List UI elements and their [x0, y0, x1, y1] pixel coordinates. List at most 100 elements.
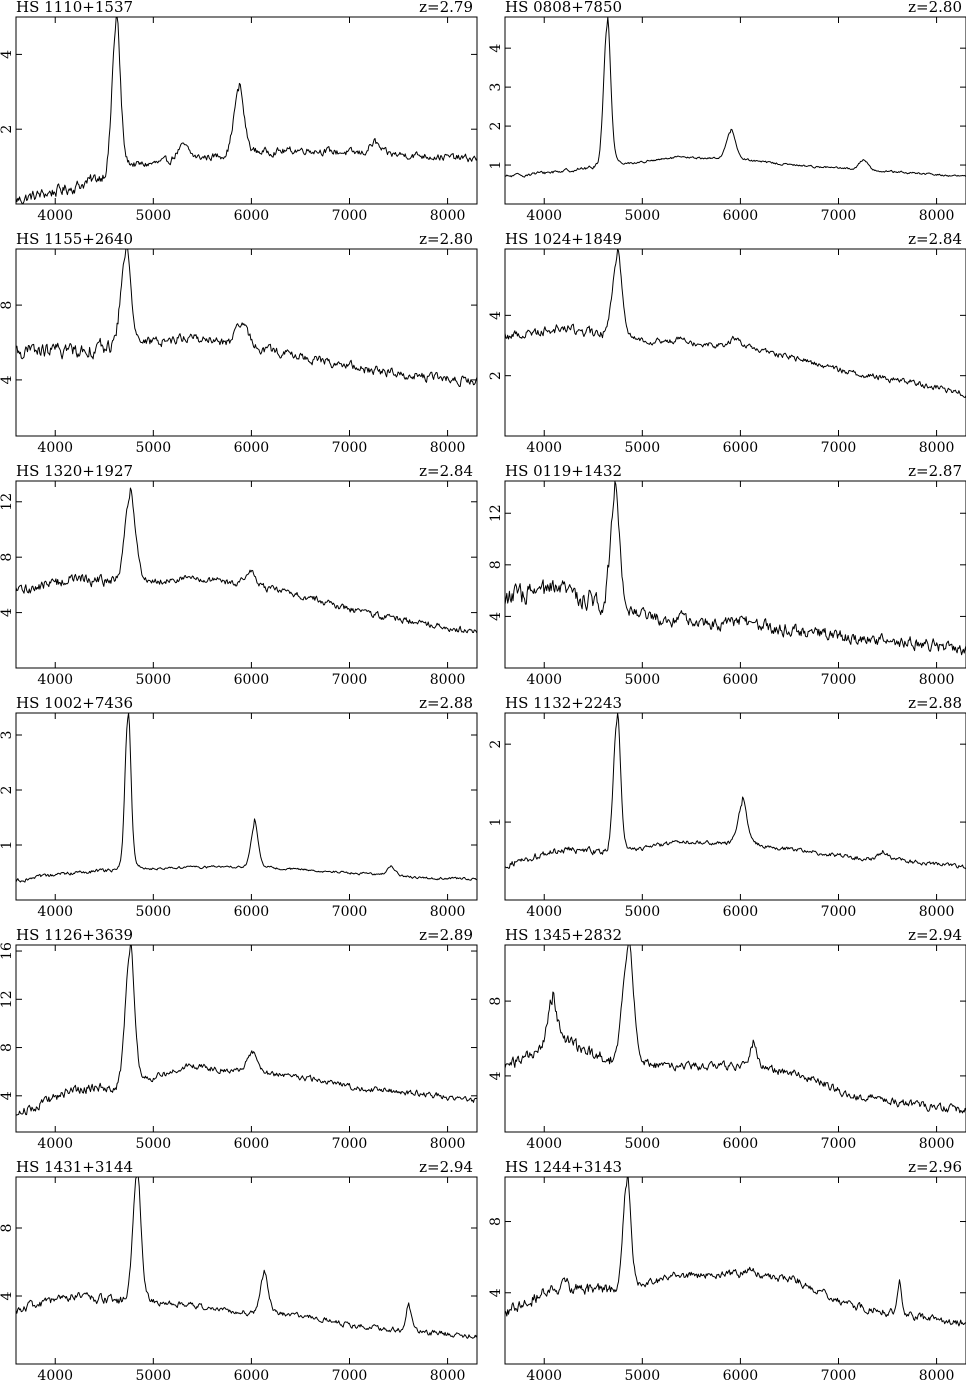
- x-tick-label: 4000: [37, 440, 73, 456]
- redshift-label: z=2.88: [419, 694, 473, 712]
- y-tick-label: 4: [488, 612, 504, 621]
- panel-title: HS 1132+2243: [505, 694, 622, 712]
- redshift-label: z=2.88: [908, 694, 962, 712]
- x-tick-label: 5000: [624, 440, 660, 456]
- x-tick-label: 5000: [624, 672, 660, 688]
- x-tick-label: 7000: [821, 1136, 857, 1152]
- y-tick-label: 12: [0, 493, 15, 511]
- panel-title: HS 1002+7436: [16, 694, 133, 712]
- x-tick-label: 8000: [430, 1368, 466, 1384]
- y-tick-label: 4: [0, 50, 15, 59]
- y-tick-label: 4: [0, 608, 15, 617]
- x-tick-label: 7000: [332, 672, 368, 688]
- spectrum-line: [15, 1176, 478, 1339]
- plot-frame: [15, 248, 478, 437]
- x-tick-label: 4000: [37, 208, 73, 224]
- panel-title: HS 0808+7850: [505, 0, 622, 16]
- y-tick-label: 1: [488, 818, 504, 827]
- spectrum-line: [504, 248, 966, 398]
- x-tick-label: 7000: [332, 904, 368, 920]
- spectrum-panel: HS 0808+7850 z=2.80 4000 5000 6000 7000 8000 1 2…: [488, 0, 966, 224]
- x-tick-label: 7000: [821, 672, 857, 688]
- x-tick-label: 6000: [723, 904, 759, 920]
- plot-frame: [15, 480, 478, 669]
- x-tick-label: 7000: [332, 1368, 368, 1384]
- x-tick-label: 6000: [723, 1368, 759, 1384]
- panel-title: HS 1024+1849: [505, 230, 622, 248]
- x-tick-label: 6000: [723, 1136, 759, 1152]
- x-tick-label: 5000: [624, 1136, 660, 1152]
- x-tick-label: 8000: [919, 904, 955, 920]
- plot-frame: [15, 712, 478, 901]
- x-tick-label: 6000: [234, 440, 270, 456]
- x-tick-label: 4000: [37, 672, 73, 688]
- x-tick-label: 5000: [624, 1368, 660, 1384]
- x-tick-label: 8000: [919, 440, 955, 456]
- panel-title: HS 1126+3639: [16, 926, 133, 944]
- plot-frame: [504, 712, 966, 901]
- x-tick-label: 5000: [135, 440, 171, 456]
- y-tick-label: 3: [0, 731, 15, 740]
- x-tick-label: 6000: [234, 1136, 270, 1152]
- y-tick-label: 4: [0, 1291, 15, 1300]
- x-tick-label: 5000: [624, 208, 660, 224]
- panel-title: HS 0119+1432: [505, 462, 622, 480]
- x-tick-label: 4000: [37, 1136, 73, 1152]
- y-tick-label: 8: [488, 997, 504, 1006]
- plot-frame: [504, 16, 966, 205]
- y-tick-label: 1: [0, 841, 15, 850]
- spectrum-panel: HS 1024+1849 z=2.84 4000 5000 6000 7000 8000 2 4: [488, 230, 966, 456]
- redshift-label: z=2.87: [908, 462, 962, 480]
- redshift-label: z=2.80: [908, 0, 962, 16]
- x-tick-label: 7000: [821, 904, 857, 920]
- plot-frame: [15, 944, 478, 1133]
- panel-title: HS 1320+1927: [16, 462, 133, 480]
- y-tick-label: 8: [0, 1224, 15, 1233]
- x-tick-label: 7000: [821, 208, 857, 224]
- redshift-label: z=2.94: [419, 1158, 473, 1176]
- x-tick-label: 7000: [332, 208, 368, 224]
- x-tick-label: 6000: [234, 1368, 270, 1384]
- plot-frame: [504, 248, 966, 437]
- x-tick-label: 7000: [821, 1368, 857, 1384]
- spectrum-line: [15, 944, 477, 1117]
- plot-frame: [504, 1176, 966, 1365]
- panel-title: HS 1345+2832: [505, 926, 622, 944]
- panel-title: HS 1431+3144: [16, 1158, 133, 1176]
- y-tick-label: 2: [488, 740, 504, 749]
- x-tick-label: 4000: [526, 1368, 562, 1384]
- spectrum-line: [504, 712, 966, 870]
- x-tick-label: 8000: [919, 1368, 955, 1384]
- x-tick-label: 7000: [332, 440, 368, 456]
- spectrum-line: [504, 481, 966, 656]
- spectrum-panel: HS 0119+1432 z=2.87 4000 5000 6000 7000 8000 4 8…: [488, 462, 966, 688]
- y-tick-label: 4: [0, 375, 15, 384]
- x-tick-label: 5000: [135, 1368, 171, 1384]
- y-tick-label: 8: [0, 301, 15, 310]
- panel-title: HS 1110+1537: [16, 0, 133, 16]
- spectrum-panel: HS 1244+3143 z=2.96 4000 5000 6000 7000 8000 4 8: [488, 1158, 966, 1384]
- x-tick-label: 4000: [37, 1368, 73, 1384]
- y-tick-label: 8: [488, 1217, 504, 1226]
- panel-title: HS 1155+2640: [16, 230, 133, 248]
- x-tick-label: 8000: [919, 208, 955, 224]
- y-tick-label: 16: [0, 942, 15, 960]
- x-tick-label: 4000: [526, 440, 562, 456]
- y-tick-label: 2: [0, 786, 15, 795]
- x-tick-label: 7000: [821, 440, 857, 456]
- y-tick-label: 2: [488, 122, 504, 131]
- x-tick-label: 8000: [430, 672, 466, 688]
- spectrum-line: [504, 944, 966, 1114]
- redshift-label: z=2.84: [908, 230, 962, 248]
- redshift-label: z=2.79: [419, 0, 473, 16]
- plot-frame: [504, 480, 966, 669]
- spectrum-line: [15, 712, 478, 883]
- spectrum-panel: HS 1155+2640 z=2.80 4000 5000 6000 7000 8000 4 8: [0, 230, 478, 456]
- x-tick-label: 6000: [723, 672, 759, 688]
- x-tick-label: 5000: [135, 208, 171, 224]
- spectrum-panel: HS 1002+7436 z=2.88 4000 5000 6000 7000 8000 1 2…: [0, 694, 478, 920]
- x-tick-label: 4000: [526, 904, 562, 920]
- x-tick-label: 8000: [430, 1136, 466, 1152]
- x-tick-label: 8000: [919, 1136, 955, 1152]
